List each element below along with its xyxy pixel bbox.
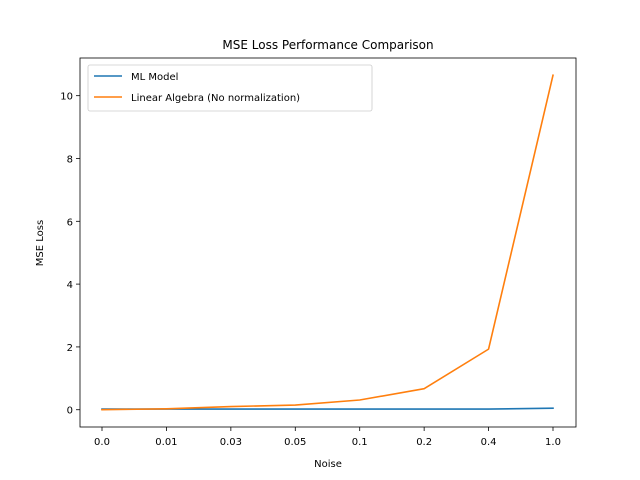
axes-frame xyxy=(79,57,577,428)
series-line-2 xyxy=(101,74,554,411)
chart-title: MSE Loss Performance Comparison xyxy=(222,38,433,52)
x-tick-label: 0.0 xyxy=(94,437,110,448)
y-tick-label: 6 xyxy=(67,217,73,228)
y-tick-label: 0 xyxy=(67,406,73,417)
x-tick-label: 0.05 xyxy=(284,437,306,448)
y-tick-label: 10 xyxy=(60,92,73,103)
x-tick-label: 0.01 xyxy=(155,437,177,448)
x-axis-title: Noise xyxy=(314,459,342,470)
legend: ML Model Linear Algebra (No normalization… xyxy=(87,64,373,112)
plot-area: 0.0 0.01 0.03 0.05 0.1 0.2 0.4 1.0 0 2 4 6 8 10 xyxy=(60,57,577,448)
y-tick-label: 4 xyxy=(67,280,73,291)
x-tick-label: 0.2 xyxy=(416,437,432,448)
x-tick-label: 0.4 xyxy=(481,437,497,448)
legend-box xyxy=(87,64,373,112)
legend-label-1: ML Model xyxy=(131,72,178,83)
x-tick-label: 0.1 xyxy=(352,437,368,448)
x-tick-label: 0.03 xyxy=(220,437,242,448)
legend-label-2: Linear Algebra (No normalization) xyxy=(131,93,300,104)
y-tick-label: 8 xyxy=(67,154,73,165)
y-tick-label: 2 xyxy=(67,343,73,354)
y-axis-title: MSE Loss xyxy=(35,220,46,266)
x-tick-label: 1.0 xyxy=(545,437,561,448)
